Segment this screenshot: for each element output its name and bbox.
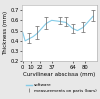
Legend: software, measurements on parts (bars): software, measurements on parts (bars) [24,82,98,94]
X-axis label: Curvilinear abscissa (mm): Curvilinear abscissa (mm) [23,72,96,77]
Y-axis label: Thickness (mm): Thickness (mm) [3,11,8,55]
